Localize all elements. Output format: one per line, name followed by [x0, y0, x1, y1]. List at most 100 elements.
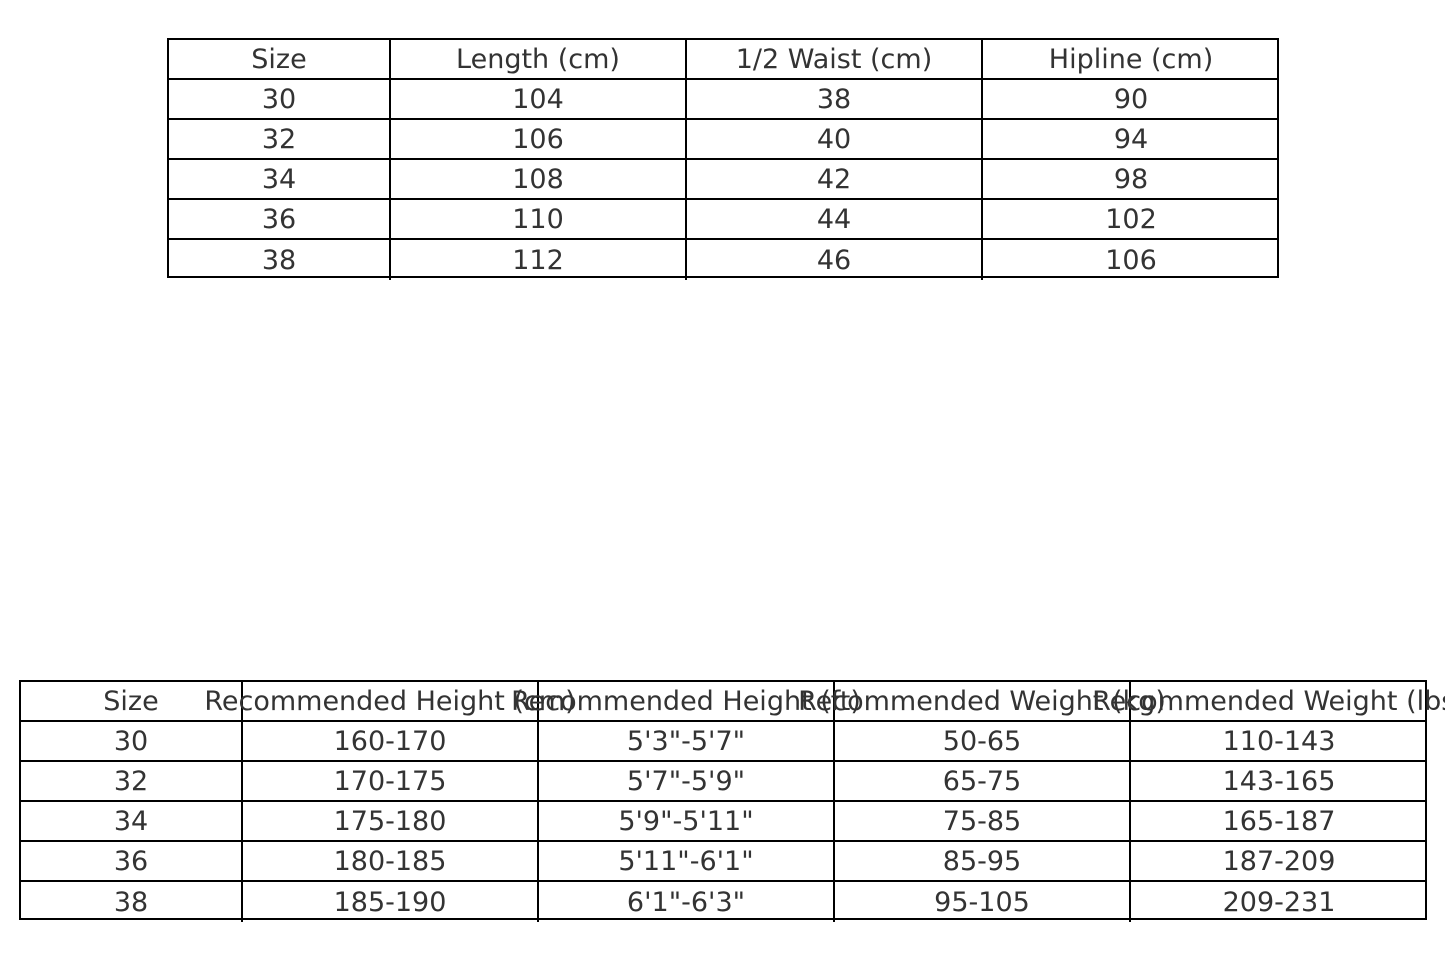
- cell-text: 65-75: [942, 765, 1022, 797]
- cell-text: 32: [261, 123, 297, 155]
- table-cell: 32: [21, 762, 243, 802]
- header-cell: Recommended Height (ft): [511, 682, 861, 722]
- cell-text: 170-175: [333, 765, 447, 797]
- cell-text: 102: [1105, 203, 1157, 235]
- table-cell: 30: [21, 722, 243, 762]
- header-cell: Recommended Height (cm): [204, 682, 576, 722]
- cell-text: 1/2 Waist (cm): [735, 43, 933, 75]
- table-cell: 108: [391, 160, 687, 200]
- cell-text: Size: [103, 685, 159, 717]
- table-cell: 40: [687, 120, 983, 160]
- table-cell: 160-170: [243, 722, 539, 762]
- cell-text: 75-85: [942, 805, 1022, 837]
- table-cell: 90: [983, 80, 1279, 120]
- cell-text: 5'9"-5'11": [618, 805, 754, 837]
- cell-text: 112: [512, 244, 564, 276]
- cell-text: 38: [261, 244, 297, 276]
- cell-text: 36: [261, 203, 297, 235]
- cell-text: 104: [512, 83, 564, 115]
- header-cell: Size: [169, 40, 391, 80]
- cell-text: 5'3"-5'7": [626, 725, 746, 757]
- cell-text: 108: [512, 163, 564, 195]
- table-cell: 185-190: [243, 882, 539, 922]
- cell-text: 110: [512, 203, 564, 235]
- cell-text: 165-187: [1222, 805, 1336, 837]
- cell-text: 42: [816, 163, 852, 195]
- cell-text: 85-95: [942, 845, 1022, 877]
- table-cell: 30: [169, 80, 391, 120]
- cell-text: 110-143: [1222, 725, 1336, 757]
- cell-text: Recommended Weight (kg): [798, 685, 1166, 717]
- table-cell: 170-175: [243, 762, 539, 802]
- cell-text: 38: [113, 886, 149, 918]
- cell-text: Recommended Weight (lbs): [1092, 685, 1445, 717]
- table-cell: 104: [391, 80, 687, 120]
- table-cell: 36: [169, 200, 391, 240]
- table-cell: 38: [21, 882, 243, 922]
- cell-text: 38: [816, 83, 852, 115]
- table-cell: 187-209: [1131, 842, 1427, 882]
- table-cell: 44: [687, 200, 983, 240]
- table-cell: 42: [687, 160, 983, 200]
- cell-text: 30: [113, 725, 149, 757]
- header-cell: Length (cm): [391, 40, 687, 80]
- cell-text: 32: [113, 765, 149, 797]
- cell-text: Recommended Height (ft): [511, 685, 861, 717]
- table-cell: 5'11"-6'1": [539, 842, 835, 882]
- cell-text: 34: [113, 805, 149, 837]
- cell-text: 175-180: [333, 805, 447, 837]
- table-cell: 180-185: [243, 842, 539, 882]
- table-cell: 5'7"-5'9": [539, 762, 835, 802]
- cell-text: 30: [261, 83, 297, 115]
- table-cell: 98: [983, 160, 1279, 200]
- table-cell: 175-180: [243, 802, 539, 842]
- table-cell: 110: [391, 200, 687, 240]
- table-cell: 65-75: [835, 762, 1131, 802]
- cell-text: 36: [113, 845, 149, 877]
- cell-text: 6'1"-6'3": [626, 886, 746, 918]
- table-cell: 38: [169, 240, 391, 280]
- cell-text: 187-209: [1222, 845, 1336, 877]
- header-cell: 1/2 Waist (cm): [687, 40, 983, 80]
- table-cell: 38: [687, 80, 983, 120]
- cell-text: 34: [261, 163, 297, 195]
- cell-text: 40: [816, 123, 852, 155]
- cell-text: 143-165: [1222, 765, 1336, 797]
- table-cell: 209-231: [1131, 882, 1427, 922]
- table-cell: 32: [169, 120, 391, 160]
- cell-text: 50-65: [942, 725, 1022, 757]
- table-cell: 110-143: [1131, 722, 1427, 762]
- table-cell: 143-165: [1131, 762, 1427, 802]
- cell-text: 94: [1113, 123, 1149, 155]
- cell-text: Hipline (cm): [1048, 43, 1214, 75]
- table-cell: 36: [21, 842, 243, 882]
- size-table: Size Length (cm) 1/2 Waist (cm) Hipline (cm…: [167, 38, 1279, 280]
- table-cell: 106: [391, 120, 687, 160]
- table-cell: 75-85: [835, 802, 1131, 842]
- table-cell: 6'1"-6'3": [539, 882, 835, 922]
- table-cell: 94: [983, 120, 1279, 160]
- header-cell: Size: [21, 682, 243, 722]
- table-cell: 165-187: [1131, 802, 1427, 842]
- cell-text: 5'11"-6'1": [618, 845, 754, 877]
- cell-text: 98: [1113, 163, 1149, 195]
- cell-text: 95-105: [934, 886, 1030, 918]
- table-cell: 50-65: [835, 722, 1131, 762]
- table-cell: 102: [983, 200, 1279, 240]
- header-cell: Recommended Weight (kg): [798, 682, 1166, 722]
- cell-text: 90: [1113, 83, 1149, 115]
- cell-text: 46: [816, 244, 852, 276]
- cell-text: 106: [1105, 244, 1157, 276]
- table-cell: 106: [983, 240, 1279, 280]
- cell-text: Size: [251, 43, 307, 75]
- table-cell: 34: [169, 160, 391, 200]
- cell-text: 185-190: [333, 886, 447, 918]
- cell-text: 5'7"-5'9": [626, 765, 746, 797]
- cell-text: 106: [512, 123, 564, 155]
- cell-text: 180-185: [333, 845, 447, 877]
- cell-text: 44: [816, 203, 852, 235]
- cell-text: 209-231: [1222, 886, 1336, 918]
- cell-text: 160-170: [333, 725, 447, 757]
- size-table: Size Recommended Height (cm) Recommended H…: [19, 680, 1445, 922]
